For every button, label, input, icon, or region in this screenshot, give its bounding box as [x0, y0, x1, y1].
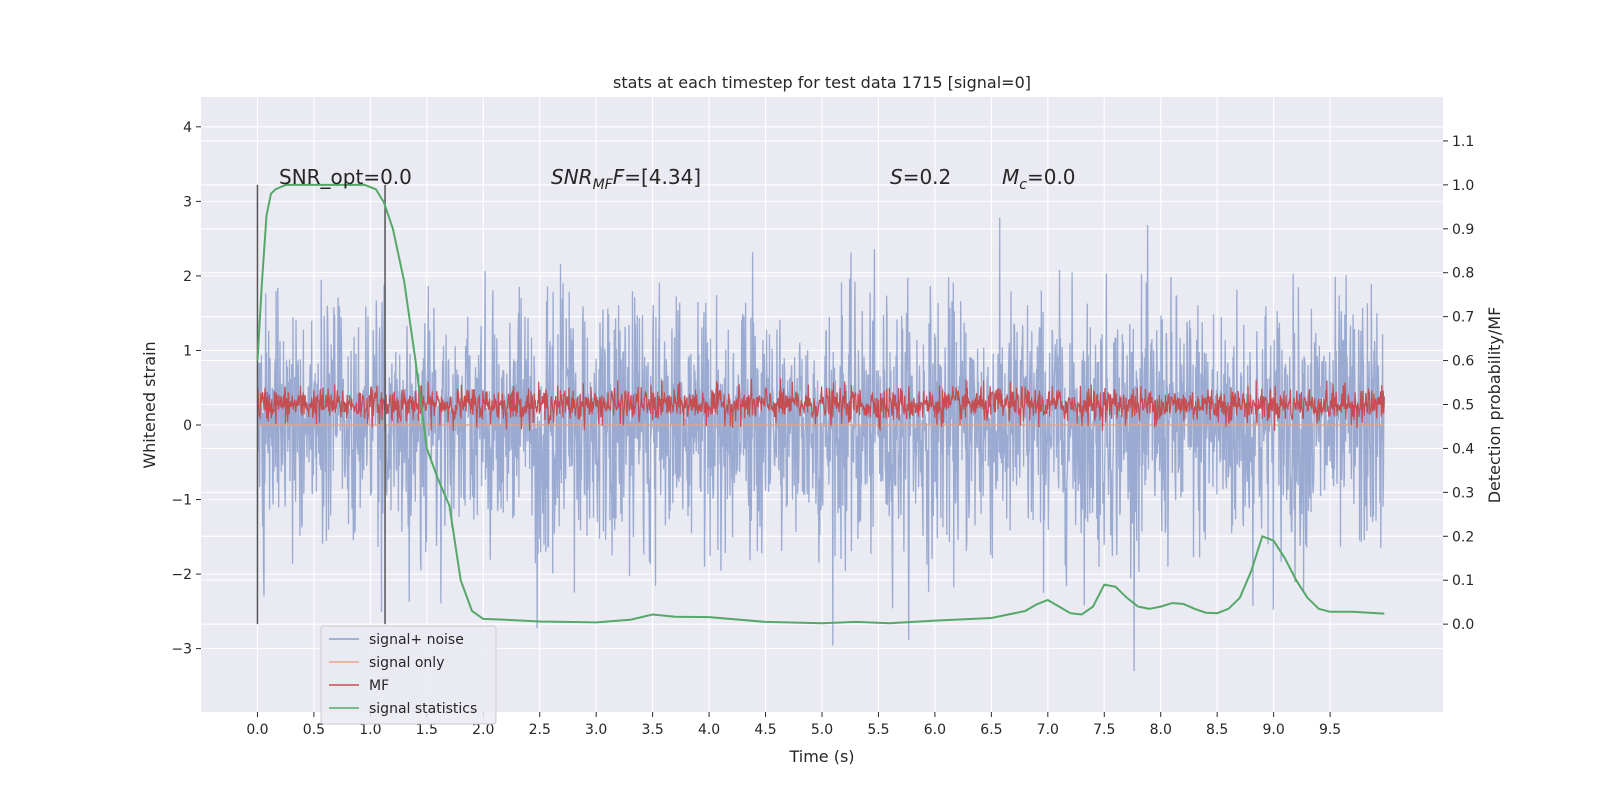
- chart-title: stats at each timestep for test data 171…: [613, 73, 1031, 92]
- x-tick-label: 3.5: [642, 722, 664, 738]
- legend-label-signal-noise: signal+ noise: [369, 632, 464, 648]
- annotation-snr-opt: SNR_opt=0.0: [279, 165, 412, 189]
- y-right-tick-label: 1.1: [1452, 134, 1474, 150]
- x-axis-ticks: 0.0 0.5 1.0 1.5 2.0 2.5 3.0 3.5 4.0 4.5 5.0 5.5 6.0 6…: [246, 712, 1341, 738]
- y-tick-label: 0: [183, 418, 192, 434]
- y-tick-label: −3: [171, 642, 192, 658]
- y-right-tick-label: 0.7: [1452, 310, 1474, 326]
- y-axis-ticks: 4 3 2 1 0 −1 −2 −3: [171, 120, 201, 658]
- legend-label-signal-only: signal only: [369, 655, 444, 671]
- annotation-snr-mf-sub: MF: [593, 177, 614, 193]
- legend-box: [320, 625, 497, 725]
- annotation-mc: Mc=0.0: [1002, 165, 1076, 193]
- y-right-tick-label: 1.0: [1452, 178, 1474, 194]
- annotation-mc-sub: c: [1019, 177, 1027, 193]
- y-axis-label: Whitened strain: [140, 341, 159, 468]
- y-right-tick-label: 0.3: [1452, 485, 1474, 501]
- y-right-tick-label: 0.1: [1452, 573, 1474, 589]
- x-tick-label: 5.5: [867, 722, 889, 738]
- annotation-s-main: S: [890, 165, 903, 189]
- legend-label-mf: MF: [369, 678, 389, 694]
- x-tick-label: 1.5: [416, 722, 438, 738]
- x-tick-label: 3.0: [585, 722, 607, 738]
- y-tick-label: 2: [183, 269, 192, 285]
- x-tick-label: 0.5: [303, 722, 325, 738]
- y-right-tick-label: 0.2: [1452, 529, 1474, 545]
- x-tick-label: 8.0: [1150, 722, 1172, 738]
- x-tick-label: 7.5: [1093, 722, 1115, 738]
- annotation-s-value: =0.2: [903, 165, 952, 189]
- y-tick-label: −1: [171, 493, 192, 509]
- x-tick-label: 9.0: [1263, 722, 1285, 738]
- legend-label-signal-statistics: signal statistics: [369, 701, 477, 717]
- y-right-tick-label: 0.8: [1452, 266, 1474, 282]
- y-tick-label: 3: [183, 194, 192, 210]
- marker-lines: [256, 184, 386, 625]
- y-right-tick-label: 0.5: [1452, 398, 1474, 414]
- y-axis-right-label: Detection probability/MF: [1485, 307, 1504, 504]
- x-tick-label: 5.0: [811, 722, 833, 738]
- x-tick-label: 0.0: [246, 722, 268, 738]
- y-tick-label: 1: [183, 343, 192, 359]
- annotation-snr-mf-value: =[4.34]: [624, 165, 701, 189]
- x-tick-label: 8.5: [1206, 722, 1228, 738]
- annotation-s: S=0.2: [890, 165, 951, 189]
- series-signal-noise: [256, 217, 1385, 672]
- x-tick-label: 6.5: [980, 722, 1002, 738]
- x-tick-label: 1.0: [359, 722, 381, 738]
- x-tick-label: 2.5: [529, 722, 551, 738]
- x-tick-label: 6.0: [924, 722, 946, 738]
- y-axis-right-ticks: 1.1 1.0 0.9 0.8 0.7 0.6 0.5 0.4 0.3 0.2 0.1 0.0: [1443, 134, 1474, 633]
- x-tick-label: 4.0: [698, 722, 720, 738]
- x-tick-label: 2.0: [472, 722, 494, 738]
- y-right-tick-label: 0.0: [1452, 617, 1474, 633]
- annotation-snr-mf-main: SNR: [551, 165, 593, 189]
- x-tick-label: 7.0: [1037, 722, 1059, 738]
- y-tick-label: 4: [183, 120, 192, 136]
- y-right-tick-label: 0.9: [1452, 222, 1474, 238]
- x-axis-label: Time (s): [788, 747, 854, 766]
- series-signal-statistics: [256, 183, 1385, 625]
- x-tick-label: 4.5: [754, 722, 776, 738]
- y-right-tick-label: 0.6: [1452, 354, 1474, 370]
- annotation-snr-mf-f: F: [613, 165, 625, 189]
- series-mf: [256, 378, 1385, 431]
- annotation-mc-value: =0.0: [1027, 165, 1076, 189]
- annotation-snr-mf: SNRMFF=[4.34]: [551, 165, 701, 193]
- x-tick-label: 9.5: [1319, 722, 1341, 738]
- y-tick-label: −2: [171, 567, 192, 583]
- y-right-tick-label: 0.4: [1452, 441, 1474, 457]
- legend: signal+ noise signal only MF signal stat…: [320, 625, 497, 725]
- annotation-mc-main: M: [1002, 165, 1019, 189]
